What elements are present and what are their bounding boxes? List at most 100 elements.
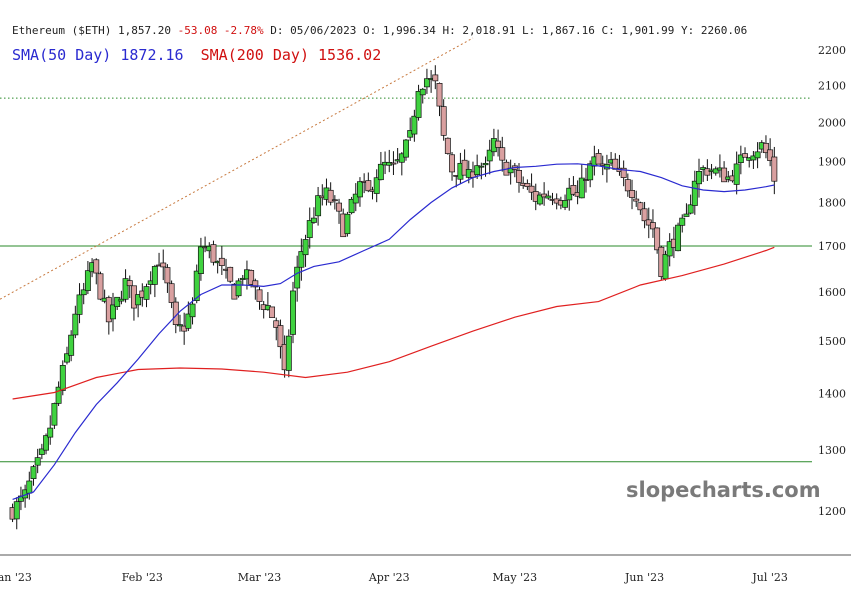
x-tick-label: May '23 xyxy=(493,571,538,584)
candle-body xyxy=(654,227,661,251)
candle-body xyxy=(482,162,489,166)
candle-body xyxy=(377,163,384,181)
y-axis-labels: 1200 1300 1400 1500 1600 1700 1800 1900 2000 2100… xyxy=(818,44,846,518)
candle-body xyxy=(269,306,276,319)
y-tick-label: 1200 xyxy=(818,505,846,518)
x-tick-label: Jan '23 xyxy=(0,571,32,584)
candle-body xyxy=(562,200,569,208)
candle-body xyxy=(578,177,585,199)
y-tick-label: 2000 xyxy=(818,116,846,129)
candle-body xyxy=(185,313,192,329)
candle-body xyxy=(55,386,62,404)
candle-body xyxy=(679,217,686,226)
candle-body xyxy=(59,365,66,391)
candle-body xyxy=(80,289,87,296)
candle-body xyxy=(620,167,627,178)
y-value: 2260.06 xyxy=(700,24,748,37)
price-header: Ethereum ($ETH) 1,857.20 -53.08 -2.78% D… xyxy=(12,24,747,37)
close-label: C: 1,901.99 xyxy=(601,24,675,37)
candle-body xyxy=(696,170,702,185)
candle-body xyxy=(461,159,468,176)
candle-body xyxy=(662,254,669,280)
candle-body xyxy=(93,259,100,274)
candle-body xyxy=(273,320,280,328)
y-tick-label: 2100 xyxy=(818,79,846,92)
candle-body xyxy=(691,180,698,206)
candle-body xyxy=(64,353,70,363)
candle-body xyxy=(327,189,334,203)
candle-body xyxy=(118,298,125,302)
candle-body xyxy=(126,280,133,287)
candle-body xyxy=(277,325,284,348)
sma200-legend-label: SMA(200 Day) xyxy=(200,46,309,64)
watermark: slopecharts.com xyxy=(626,478,821,502)
sma50-legend-label: SMA(50 Day) xyxy=(12,46,112,64)
candle-body xyxy=(306,220,313,239)
x-tick-label: Jul '23 xyxy=(751,571,788,584)
candle-body xyxy=(248,270,255,285)
y-tick-label: 1900 xyxy=(818,155,846,168)
candle-body xyxy=(294,266,301,289)
candle-body xyxy=(336,202,342,212)
candle-body xyxy=(310,217,317,223)
candle-body xyxy=(26,480,33,494)
y-tick-label: 1500 xyxy=(818,335,846,348)
candle-body xyxy=(285,335,292,371)
candle-body xyxy=(432,74,439,82)
candle-body xyxy=(536,194,543,205)
sma-layer xyxy=(12,163,775,500)
candle-body xyxy=(290,290,296,335)
candle-body xyxy=(235,280,242,297)
candle-body xyxy=(193,270,200,302)
candle-body xyxy=(252,280,259,288)
candle-body xyxy=(390,162,397,165)
candle-body xyxy=(641,208,648,222)
candle-body xyxy=(76,294,83,315)
candle-body xyxy=(13,501,20,520)
last-price: 1,857.20 xyxy=(117,24,171,37)
candle-body xyxy=(218,257,225,266)
candle-body xyxy=(403,139,409,158)
candle-body xyxy=(495,140,502,148)
candle-body xyxy=(423,78,430,88)
candle-body xyxy=(344,213,351,235)
candle-body xyxy=(524,183,531,187)
low-label: L: 1,867.16 xyxy=(521,24,595,37)
candle-body xyxy=(160,262,167,268)
candle-body xyxy=(51,403,58,426)
candle-body xyxy=(516,170,522,183)
date-label: D: 05/06/2023 xyxy=(270,24,357,37)
candle-body xyxy=(38,448,45,455)
candle-body xyxy=(352,193,359,204)
candle-body xyxy=(331,199,338,202)
candle-body xyxy=(499,147,506,161)
candle-body xyxy=(43,435,49,451)
candle-body xyxy=(436,83,443,107)
candle-body xyxy=(633,198,640,202)
candle-body xyxy=(398,153,405,163)
sma200-legend-value: 1536.02 xyxy=(318,46,382,64)
candle-body xyxy=(68,334,75,356)
y-tick-label: 1300 xyxy=(818,444,846,457)
x-tick-label: Mar '23 xyxy=(238,571,282,584)
candle-body xyxy=(419,88,426,96)
candle-body xyxy=(197,246,204,274)
candle-body xyxy=(315,195,322,217)
y-tick-label: 1800 xyxy=(818,197,846,210)
candle-body xyxy=(629,190,635,198)
candle-body xyxy=(624,179,631,192)
candle-body xyxy=(733,163,740,185)
candle-body xyxy=(545,195,552,199)
candle-body xyxy=(227,266,234,282)
candle-body xyxy=(357,181,363,198)
candle-body xyxy=(114,296,121,307)
x-tick-label: Jun '23 xyxy=(624,571,664,584)
candle-body xyxy=(541,193,548,198)
candle-body xyxy=(365,180,372,192)
trend-line-layer xyxy=(0,37,474,300)
trend-line xyxy=(0,37,474,300)
candle-body xyxy=(30,466,37,480)
candle-body xyxy=(189,303,196,318)
